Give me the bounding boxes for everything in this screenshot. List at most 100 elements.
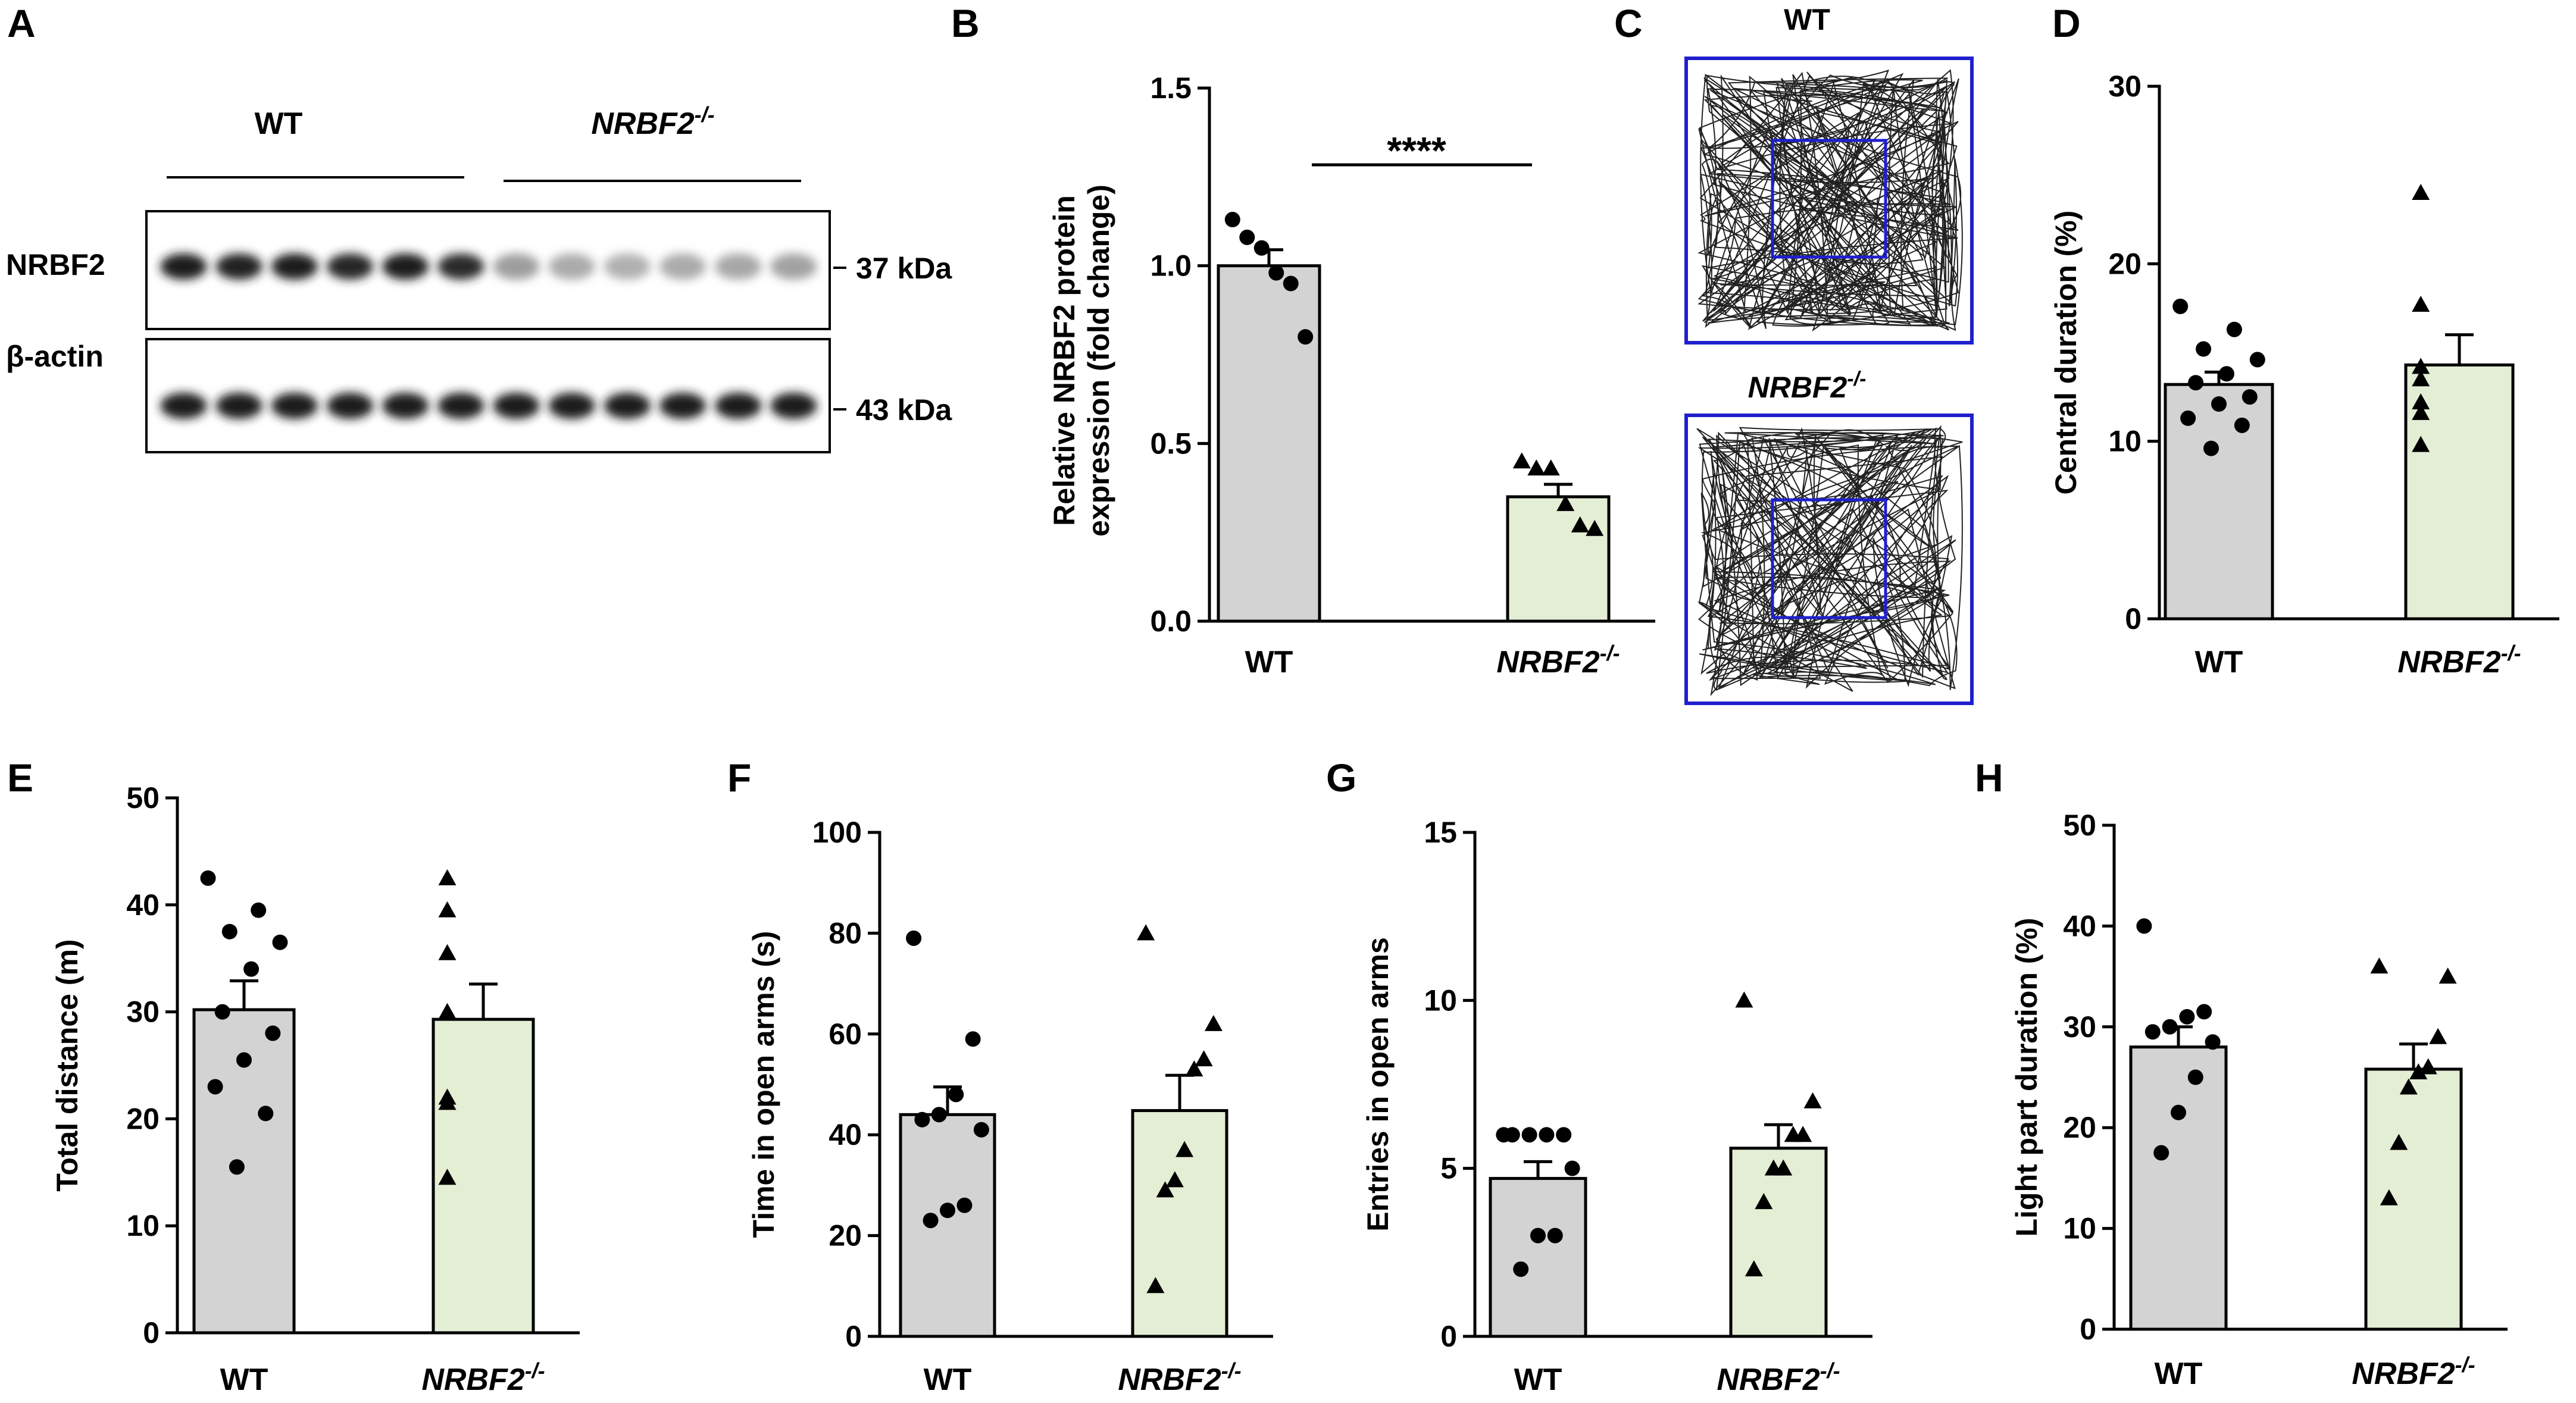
data-point [1571, 516, 1589, 533]
category-label-wt: WT [2155, 1357, 2203, 1391]
data-point [236, 1052, 252, 1068]
blot-row-actin-label: β-actin [6, 340, 104, 373]
data-point [272, 934, 288, 950]
bar [1217, 264, 1321, 623]
data-point [1268, 265, 1284, 281]
data-point [2211, 396, 2227, 412]
data-point [1137, 924, 1155, 941]
nrbf2-band [271, 253, 318, 280]
data-point [2196, 1004, 2212, 1020]
actin-band [326, 393, 374, 419]
panel-letter-b: B [951, 1, 980, 45]
data-point [2179, 1009, 2195, 1025]
y-tick-label: 20 [2063, 1111, 2096, 1144]
y-tick-label: 1.5 [1150, 71, 1192, 105]
bar [1506, 495, 1611, 623]
data-point [2144, 1024, 2161, 1040]
y-axis-label: Entries in open arms [1361, 937, 1395, 1232]
data-point [1586, 519, 1604, 536]
actin-band [715, 393, 762, 419]
data-point [2226, 321, 2242, 337]
category-label-ko: NRBF2-/- [1118, 1358, 1241, 1397]
nrbf2-band [215, 253, 262, 280]
data-point [2171, 1104, 2186, 1120]
data-point [243, 961, 260, 977]
y-tick-label: 0 [845, 1320, 862, 1353]
y-tick-label: 50 [2063, 809, 2096, 842]
y-axis-label: Relative NRBF2 proteinexpression (fold c… [1048, 184, 1115, 537]
y-tick-label: 0 [2080, 1313, 2096, 1346]
data-point [2136, 918, 2152, 934]
data-point [2153, 1145, 2169, 1161]
nrbf2-band [715, 253, 762, 280]
data-point [200, 870, 216, 886]
data-point [1764, 1159, 1783, 1176]
data-point [2172, 298, 2189, 314]
data-point [1530, 1227, 1546, 1244]
actin-band [770, 393, 817, 419]
blot-bands-actin [160, 393, 817, 419]
bar [1131, 1109, 1228, 1338]
category-label-ko: NRBF2-/- [2352, 1352, 2475, 1391]
y-tick-label: 0.5 [1150, 427, 1192, 460]
nrbf2-band [604, 253, 651, 280]
data-point [2180, 410, 2196, 426]
data-point [973, 1122, 989, 1138]
actin-band [604, 393, 651, 419]
nrbf2-band [160, 253, 207, 280]
nrbf2-band [493, 253, 540, 280]
data-point [1784, 1126, 1802, 1142]
track-path-ko [1696, 425, 1963, 697]
chart-h: 0 10 20 30 40 50 Light part duration (%) WT NRBF… [2010, 809, 2508, 1391]
data-point [2412, 358, 2430, 374]
data-point [1146, 1277, 1165, 1294]
y-tick-label: 60 [829, 1017, 862, 1051]
y-tick-label: 20 [829, 1219, 862, 1252]
data-point [438, 869, 457, 885]
data-point [956, 1197, 973, 1213]
nrbf2-band [326, 253, 374, 280]
y-tick-label: 10 [2108, 425, 2142, 458]
nrbf2-band [382, 253, 429, 280]
category-label-wt: WT [220, 1363, 268, 1397]
center-zone-wt [1771, 139, 1887, 259]
bar [1729, 1147, 1828, 1338]
track-path-wt [1697, 69, 1963, 332]
nrbf2-band [770, 253, 817, 280]
category-label-ko: NRBF2-/- [2397, 641, 2521, 679]
data-point [1512, 452, 1531, 469]
data-point [1176, 1141, 1194, 1157]
bar [899, 1113, 996, 1338]
data-point [1204, 1014, 1223, 1031]
chart-g: 0 5 10 15 Entries in open arms WT NRBF2-/- [1361, 816, 1872, 1397]
category-label-wt: WT [1514, 1363, 1562, 1397]
track-wt-label: WT [1784, 3, 1830, 36]
y-tick-label: 30 [2063, 1010, 2096, 1044]
chart-f: 0 20 40 60 80 100 Time in open arms (s) WT NRBF2… [747, 816, 1273, 1397]
blot-wt-label: WT [255, 107, 303, 141]
data-point [2429, 1028, 2447, 1044]
panel-letter-d: D [2052, 1, 2081, 45]
data-point [2196, 341, 2212, 357]
data-point [438, 1003, 457, 1019]
y-tick-label: 40 [126, 888, 160, 922]
blot-bands-nrbf2 [160, 253, 817, 280]
data-point [265, 1025, 281, 1041]
y-tick-label: 30 [2108, 70, 2142, 103]
y-tick-label: 10 [126, 1209, 160, 1242]
actin-band [437, 393, 484, 419]
data-point [438, 1169, 457, 1185]
y-tick-label: 30 [126, 995, 160, 1029]
data-point [1556, 1127, 1572, 1143]
y-tick-label: 1.0 [1150, 249, 1192, 283]
data-point [1803, 1092, 1822, 1108]
arena-border-wt [1684, 57, 1974, 345]
nrbf2-band [548, 253, 595, 280]
data-point [2205, 1034, 2221, 1050]
data-point [2187, 1069, 2203, 1085]
data-point [2218, 366, 2234, 382]
y-tick-label: 5 [1440, 1152, 1457, 1185]
category-label-wt: WT [924, 1363, 972, 1397]
data-point [258, 1106, 274, 1122]
data-point [1185, 1060, 1203, 1077]
